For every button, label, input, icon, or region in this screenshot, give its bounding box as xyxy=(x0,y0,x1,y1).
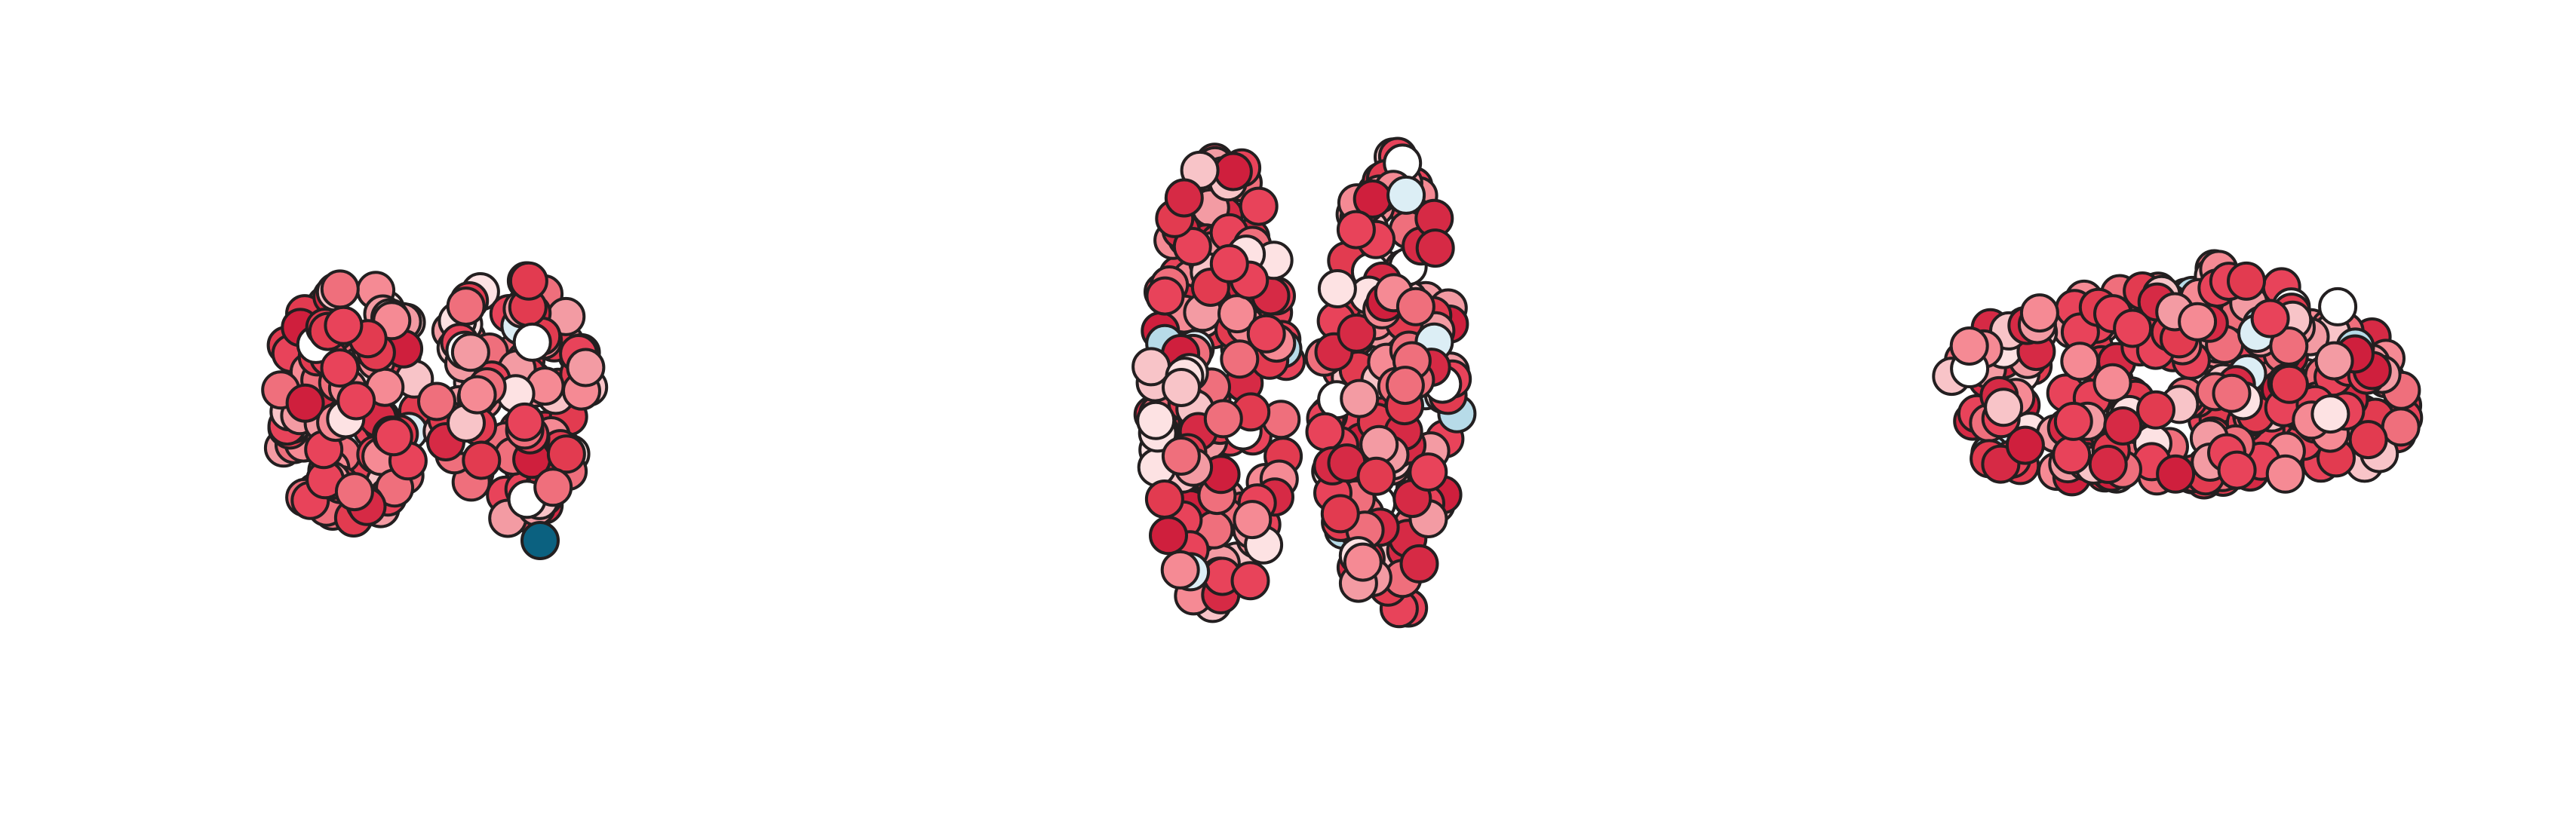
node-marker xyxy=(1385,366,1425,406)
node-marker xyxy=(1149,516,1188,556)
node-marker xyxy=(334,472,374,512)
node-marker xyxy=(1337,313,1377,353)
node-marker xyxy=(2250,299,2290,339)
node-marker xyxy=(457,375,497,415)
node-marker xyxy=(1320,494,1360,534)
node-marker xyxy=(1239,186,1279,226)
node-marker xyxy=(1399,544,1439,584)
axial-view xyxy=(1131,136,1477,629)
node-marker xyxy=(2052,435,2092,475)
node-marker xyxy=(1984,388,2024,427)
node-marker xyxy=(1395,286,1435,326)
node-marker xyxy=(2265,454,2305,494)
node-marker xyxy=(505,402,545,442)
node-marker xyxy=(512,322,552,362)
node-marker xyxy=(2314,341,2354,381)
node-marker xyxy=(1408,452,1448,492)
node-marker xyxy=(1233,500,1273,540)
node-marker xyxy=(1160,550,1200,590)
node-marker xyxy=(450,332,490,372)
node-marker xyxy=(1305,412,1345,452)
node-marker xyxy=(1356,456,1396,496)
node-marker xyxy=(1145,276,1185,316)
node-marker xyxy=(1213,152,1253,191)
node-marker xyxy=(320,348,360,388)
node-marker xyxy=(1386,175,1426,215)
node-marker xyxy=(2212,373,2252,413)
node-marker xyxy=(1317,269,1357,308)
node-marker xyxy=(1144,479,1184,519)
sagittal-view xyxy=(1932,249,2424,500)
node-marker xyxy=(373,417,413,457)
node-marker xyxy=(2088,444,2128,484)
node-marker xyxy=(1340,378,1380,418)
node-marker xyxy=(1209,244,1249,283)
node-marker xyxy=(2053,401,2093,441)
node-marker xyxy=(546,434,586,474)
node-marker xyxy=(1220,339,1260,379)
node-marker xyxy=(2060,342,2100,381)
node-marker xyxy=(417,381,456,421)
node-marker xyxy=(462,440,502,480)
node-marker xyxy=(1164,178,1204,218)
node-marker xyxy=(2005,425,2045,465)
node-marker xyxy=(508,261,548,301)
node-marker xyxy=(324,305,364,345)
node-marker xyxy=(2381,407,2421,447)
node-marker xyxy=(1161,437,1201,476)
node-marker xyxy=(446,286,486,326)
node-marker xyxy=(1217,294,1257,334)
node-marker xyxy=(1336,210,1376,250)
node-marker xyxy=(1246,314,1286,354)
node-marker xyxy=(2019,293,2059,333)
node-marker xyxy=(2156,454,2196,494)
node-marker xyxy=(1162,368,1201,407)
node-marker xyxy=(1136,400,1176,440)
node-marker xyxy=(1949,326,1989,366)
node-marker xyxy=(2227,261,2266,301)
node-marker xyxy=(2103,406,2143,446)
node-marker xyxy=(520,521,560,560)
node-marker xyxy=(2217,450,2257,490)
node-marker xyxy=(533,467,573,507)
node-marker xyxy=(285,383,325,423)
node-marker xyxy=(2136,390,2175,430)
node-marker xyxy=(2269,364,2309,404)
coronal-view xyxy=(261,261,609,560)
node-marker xyxy=(2178,302,2218,342)
node-marker xyxy=(566,348,606,388)
node-marker xyxy=(1415,228,1455,268)
node-marker xyxy=(1172,227,1212,266)
node-marker xyxy=(2113,308,2153,348)
node-marker xyxy=(1343,542,1383,582)
node-marker xyxy=(1203,399,1243,439)
node-marker xyxy=(1230,561,1270,601)
node-marker xyxy=(2092,363,2132,403)
node-marker xyxy=(2269,326,2309,366)
node-marker xyxy=(2318,286,2358,326)
node-marker xyxy=(2348,420,2388,460)
node-marker xyxy=(2310,394,2350,434)
node-marker xyxy=(320,269,360,309)
node-marker xyxy=(336,381,376,421)
